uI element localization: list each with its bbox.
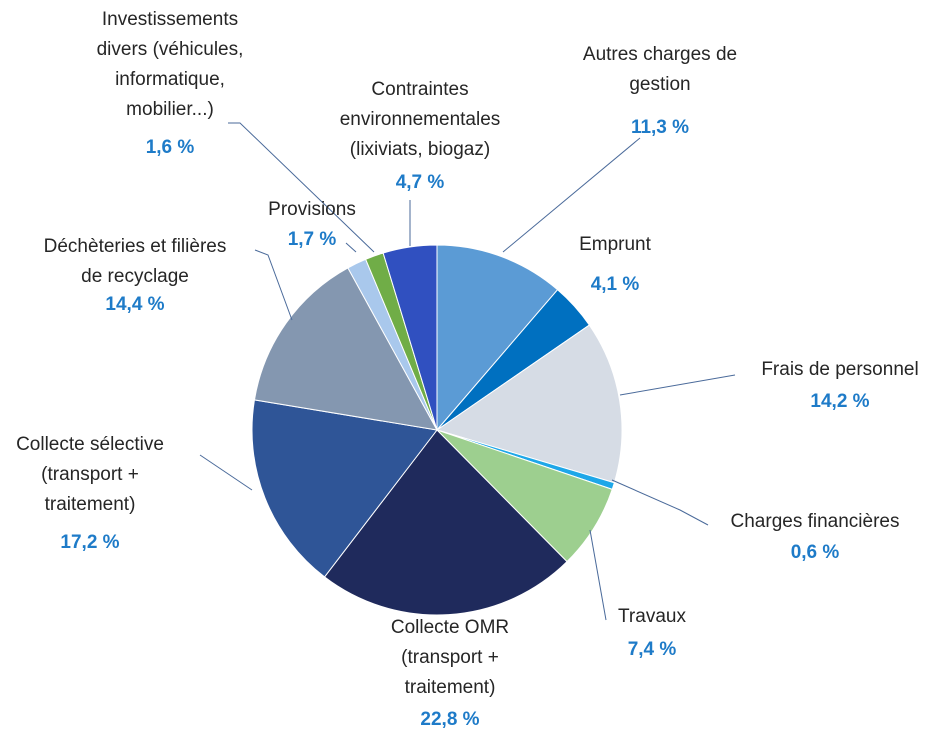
value-label: 14,4 % (105, 294, 165, 315)
value-label: 0,6 % (790, 542, 840, 563)
value-label: 4,7 % (395, 172, 445, 193)
leader-line (502, 137, 641, 253)
value-label: 1,6 % (145, 137, 195, 158)
leader-line (611, 479, 709, 526)
value-label: 14,2 % (810, 391, 870, 412)
leader-line (199, 454, 253, 491)
value-label: 1,7 % (287, 229, 337, 250)
slice-label: Travaux (618, 606, 686, 627)
pie-slice (436, 244, 559, 432)
value-label: 4,1 % (590, 274, 640, 295)
slice-label: Provisions (268, 199, 356, 220)
pie-slice (382, 244, 438, 431)
slice-label: Charges financières (730, 511, 900, 532)
leader-line (619, 374, 736, 396)
leader-line (254, 249, 293, 321)
slice-label: Emprunt (579, 234, 651, 255)
slice-label: Contraintes environnementales (lixiviats… (339, 79, 501, 160)
slice-label: Frais de personnel (761, 359, 919, 380)
slice-label: Collecte OMR (transport + traitement) (390, 617, 510, 698)
value-label: 17,2 % (60, 532, 120, 553)
pie-slice (251, 399, 438, 578)
slice-label: Déchèteries et filières de recyclage (43, 236, 227, 287)
value-label: 7,4 % (627, 639, 677, 660)
pie-slice (323, 429, 568, 616)
value-label: 11,3 % (630, 117, 690, 138)
leader-line (228, 122, 375, 253)
leader-line (589, 529, 607, 621)
slice-label: Autres charges de gestion (582, 44, 738, 95)
value-label: 22,8 % (420, 709, 480, 730)
pie-slice (253, 267, 438, 431)
slice-label: Collecte sélective (transport + traiteme… (16, 434, 164, 515)
leader-line (345, 242, 357, 253)
slice-label: Investissements divers (véhicules, infor… (96, 9, 244, 120)
